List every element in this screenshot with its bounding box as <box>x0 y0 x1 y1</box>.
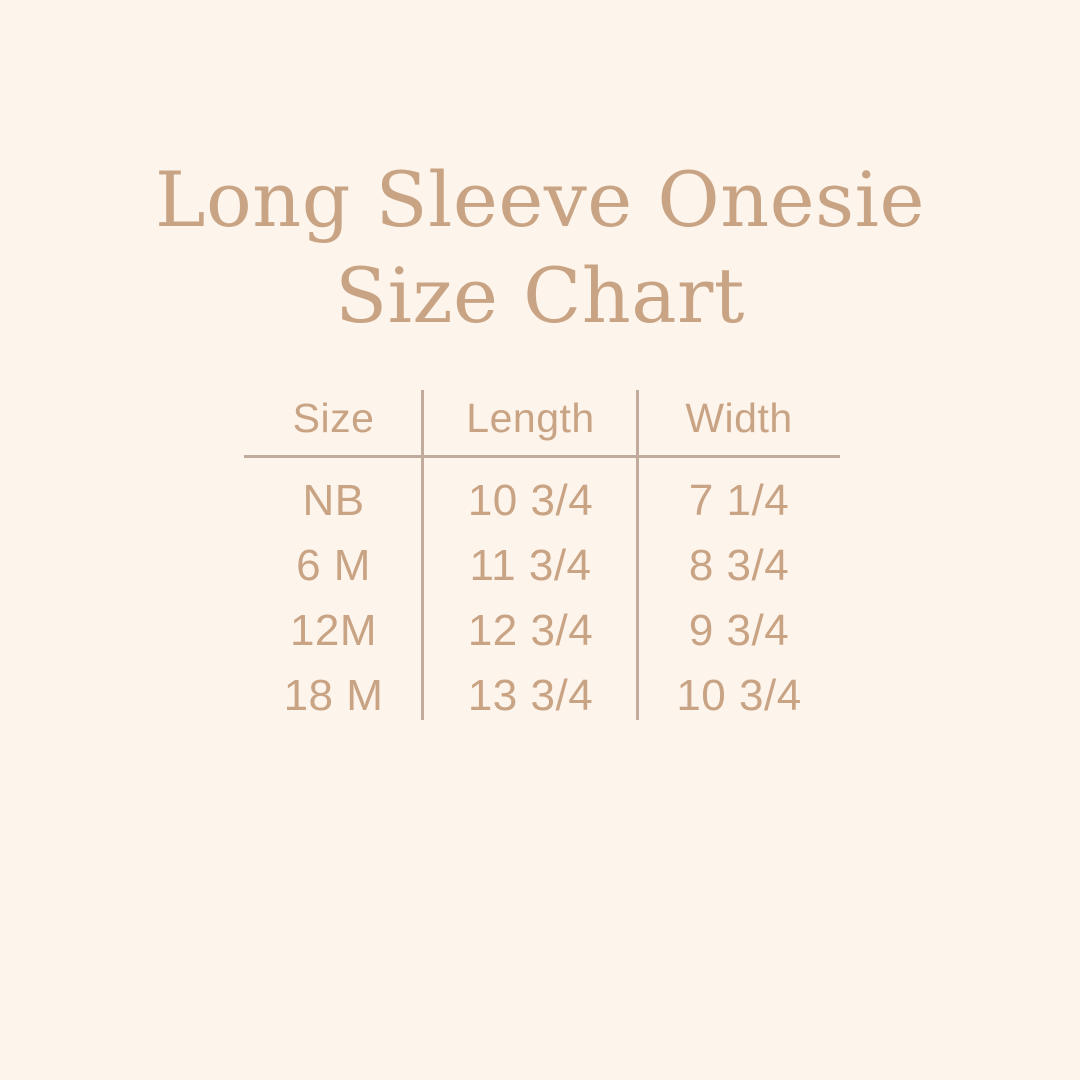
cell-length: 10 3/4 <box>467 476 594 525</box>
cell-size: NB <box>302 476 365 525</box>
table-row: 18 M 13 3/4 10 3/4 <box>244 663 840 728</box>
cell-width: 8 3/4 <box>688 541 790 590</box>
column-divider-length-width <box>636 390 639 720</box>
table-header-row: Size Length Width <box>244 382 840 455</box>
cell-width: 9 3/4 <box>688 606 790 655</box>
size-chart-table: Size Length Width NB 10 3/4 7 1/4 6 M 11… <box>244 382 840 728</box>
cell-width: 7 1/4 <box>688 476 790 525</box>
page-title: Long Sleeve Onesie Size Chart <box>0 152 1080 344</box>
cell-length: 13 3/4 <box>467 671 594 720</box>
column-header-size: Size <box>292 395 375 441</box>
column-header-width: Width <box>685 395 793 441</box>
cell-width: 10 3/4 <box>676 671 802 720</box>
cell-size: 12M <box>289 606 378 655</box>
column-divider-size-length <box>421 390 424 720</box>
title-line-2: Size Chart <box>335 251 745 340</box>
table-row: 6 M 11 3/4 8 3/4 <box>244 533 840 598</box>
table-row: NB 10 3/4 7 1/4 <box>244 468 840 533</box>
column-header-length: Length <box>466 395 595 441</box>
title-line-1: Long Sleeve Onesie <box>155 155 925 244</box>
table-row: 12M 12 3/4 9 3/4 <box>244 598 840 663</box>
cell-size: 6 M <box>296 541 371 590</box>
table-body: NB 10 3/4 7 1/4 6 M 11 3/4 8 3/4 12M 12 … <box>244 455 840 728</box>
cell-size: 18 M <box>283 671 384 720</box>
header-divider-rule <box>244 455 840 458</box>
cell-length: 11 3/4 <box>469 541 592 590</box>
cell-length: 12 3/4 <box>467 606 594 655</box>
